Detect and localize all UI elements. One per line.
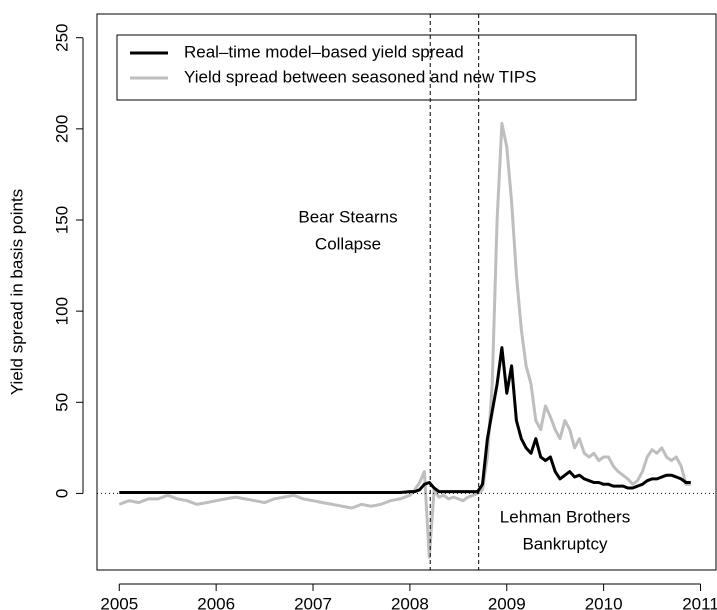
x-tick-label: 2009 [488,594,526,610]
y-tick-label: 0 [52,489,71,498]
plot-frame [96,13,717,571]
y-tick-label: 200 [52,115,71,143]
event-label: Lehman Brothers [500,507,630,526]
x-tick-label: 2006 [197,594,235,610]
series-line [119,346,691,494]
event-label: Collapse [315,234,381,253]
legend: Real–time model–based yield spread Yield … [116,34,637,101]
x-tick-label: 2005 [100,594,138,610]
x-tick-label: 2011 [682,594,717,610]
y-tick-label: 50 [52,393,71,412]
event-label: Bankruptcy [522,534,608,553]
y-tick-label: 100 [52,297,71,325]
x-tick-label: 2007 [294,594,332,610]
legend-label: Yield spread between seasoned and new TI… [184,67,537,86]
legend-box [116,34,637,101]
event-label: Bear Stearns [298,207,397,226]
y-tick-label: 150 [52,206,71,234]
lines [118,121,691,559]
x-tick-label: 2010 [585,594,623,610]
y-tick-label: 250 [52,24,71,52]
legend-label: Real–time model–based yield spread [184,42,464,61]
y-axis-label: Yield spread in basis points [7,189,26,395]
x-tick-label: 2008 [391,594,429,610]
